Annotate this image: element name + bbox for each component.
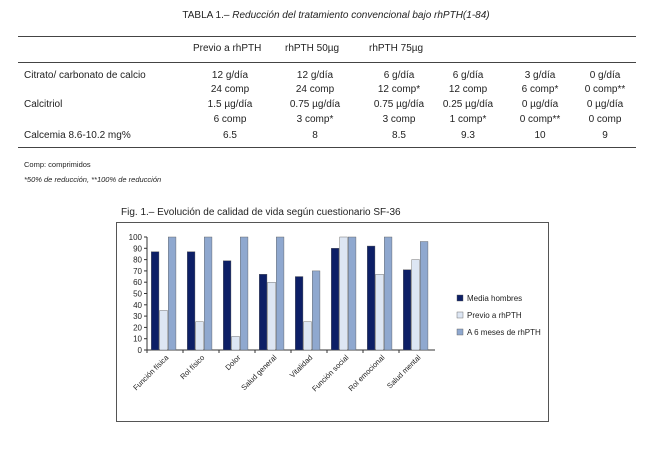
bar: [312, 270, 321, 351]
y-tick-label: 10: [133, 335, 142, 344]
bar: [231, 336, 240, 351]
table-note-abbrev: Comp: comprimidos: [24, 160, 91, 169]
legend-label: Previo a rhPTH: [467, 311, 522, 320]
y-tick-label: 60: [133, 278, 142, 287]
bar: [295, 276, 304, 351]
table-row-label: Citrato/ carbonato de calcio: [24, 70, 146, 81]
x-tick-label: Función social: [310, 353, 350, 393]
table-bottom-rule: [18, 147, 636, 148]
table-cell: 3 comp*: [296, 114, 334, 125]
table-cell: 6 g/día: [383, 70, 415, 81]
bar: [348, 236, 357, 351]
table-row-label: Calcemia 8.6-10.2 mg%: [24, 130, 131, 141]
table-cell: 0 comp**: [519, 114, 561, 125]
table-cell: 12 g/día: [211, 70, 249, 81]
y-tick-label: 90: [133, 244, 142, 253]
table-cell: 0 comp: [588, 114, 622, 125]
bar: [331, 248, 340, 351]
bar: [339, 236, 348, 351]
legend-swatch: [456, 311, 464, 319]
table-header-cell: rhPTH 50µg: [285, 43, 340, 54]
x-tick-label: Rol físico: [178, 353, 206, 381]
table-cell: 1 comp*: [449, 114, 487, 125]
bar: [267, 282, 276, 351]
table-cell: 0.25 µg/día: [442, 99, 494, 110]
table-cell: 9.3: [461, 130, 475, 141]
table-cell: 0.75 µg/día: [373, 99, 425, 110]
table-cell: 6.5: [223, 130, 237, 141]
y-tick-label: 50: [133, 290, 142, 299]
figure-title: Fig. 1.– Evolución de calidad de vida se…: [121, 207, 401, 218]
bar: [204, 236, 213, 351]
table-header-cell: rhPTH 75µg: [369, 43, 424, 54]
y-tick-label: 0: [138, 346, 143, 355]
table-cell: 10: [534, 130, 546, 141]
y-tick-label: 70: [133, 267, 142, 276]
table-cell: 0 µg/día: [586, 99, 624, 110]
table-cell: 8.5: [392, 130, 406, 141]
bar: [303, 321, 312, 351]
table-cell: 24 comp: [295, 84, 335, 95]
table-title-italic: Reducción del tratamiento convencional b…: [232, 10, 490, 21]
bar: [159, 310, 168, 351]
bar: [195, 321, 204, 351]
x-tick-label: Rol emocional: [346, 353, 386, 393]
table-cell: 12 g/día: [296, 70, 334, 81]
table-cell: 9: [602, 130, 608, 141]
table-cell: 3 g/día: [524, 70, 556, 81]
bar: [403, 269, 412, 351]
y-tick-label: 30: [133, 312, 142, 321]
table-cell: 12 comp*: [377, 84, 421, 95]
legend-label: A 6 meses de rhPTH: [467, 328, 541, 337]
bar: [151, 251, 160, 351]
legend-label: Media hombres: [467, 294, 522, 303]
table-cell: 24 comp: [210, 84, 250, 95]
legend-swatch: [456, 328, 464, 336]
table-cell: 6 comp: [213, 114, 247, 125]
table-cell: 0.75 µg/día: [289, 99, 341, 110]
bar: [384, 236, 393, 351]
table-cell: 12 comp: [448, 84, 488, 95]
bar: [420, 241, 429, 351]
table-cell: 3 comp: [382, 114, 416, 125]
table-cell: 8: [312, 130, 318, 141]
table-title: TABLA 1.– Reducción del tratamiento conv…: [0, 10, 672, 21]
table-cell: 0 g/día: [589, 70, 621, 81]
x-tick-label: Función física: [131, 352, 171, 392]
x-tick-label: Vitalidad: [288, 353, 315, 380]
bar: [411, 259, 420, 351]
bar: [276, 236, 285, 351]
x-tick-label: Salud general: [239, 353, 278, 392]
bar: [367, 245, 376, 351]
bar: [168, 236, 177, 351]
y-tick-label: 20: [133, 323, 142, 332]
x-tick-label: Salud mental: [385, 353, 423, 391]
x-tick-label: Dolor: [223, 353, 242, 372]
table-header-rule: [18, 62, 636, 63]
bar: [375, 274, 384, 351]
table-cell: 0 µg/día: [521, 99, 559, 110]
table-header-cell: Previo a rhPTH: [193, 43, 262, 54]
bar: [187, 251, 196, 351]
table-cell: 0 comp**: [584, 84, 626, 95]
chart-frame: 100 90 80 70 60 50 40 30 20 10 0 Función física Rol …: [116, 222, 549, 422]
y-tick-label: 40: [133, 301, 142, 310]
table-title-prefix: TABLA 1.–: [182, 10, 230, 21]
table-top-rule: [18, 36, 636, 37]
y-tick-label: 100: [129, 233, 143, 242]
table-row-label: Calcitriol: [24, 99, 63, 110]
legend-swatch: [456, 294, 464, 302]
table-cell: 1.5 µg/día: [207, 99, 253, 110]
bar: [223, 260, 232, 351]
table-note-reduction: *50% de reducción, **100% de reducción: [24, 175, 162, 184]
table-cell: 6 comp*: [521, 84, 559, 95]
bar: [240, 236, 249, 351]
y-tick-label: 80: [133, 256, 142, 265]
bar: [259, 274, 268, 351]
table-cell: 6 g/día: [452, 70, 484, 81]
